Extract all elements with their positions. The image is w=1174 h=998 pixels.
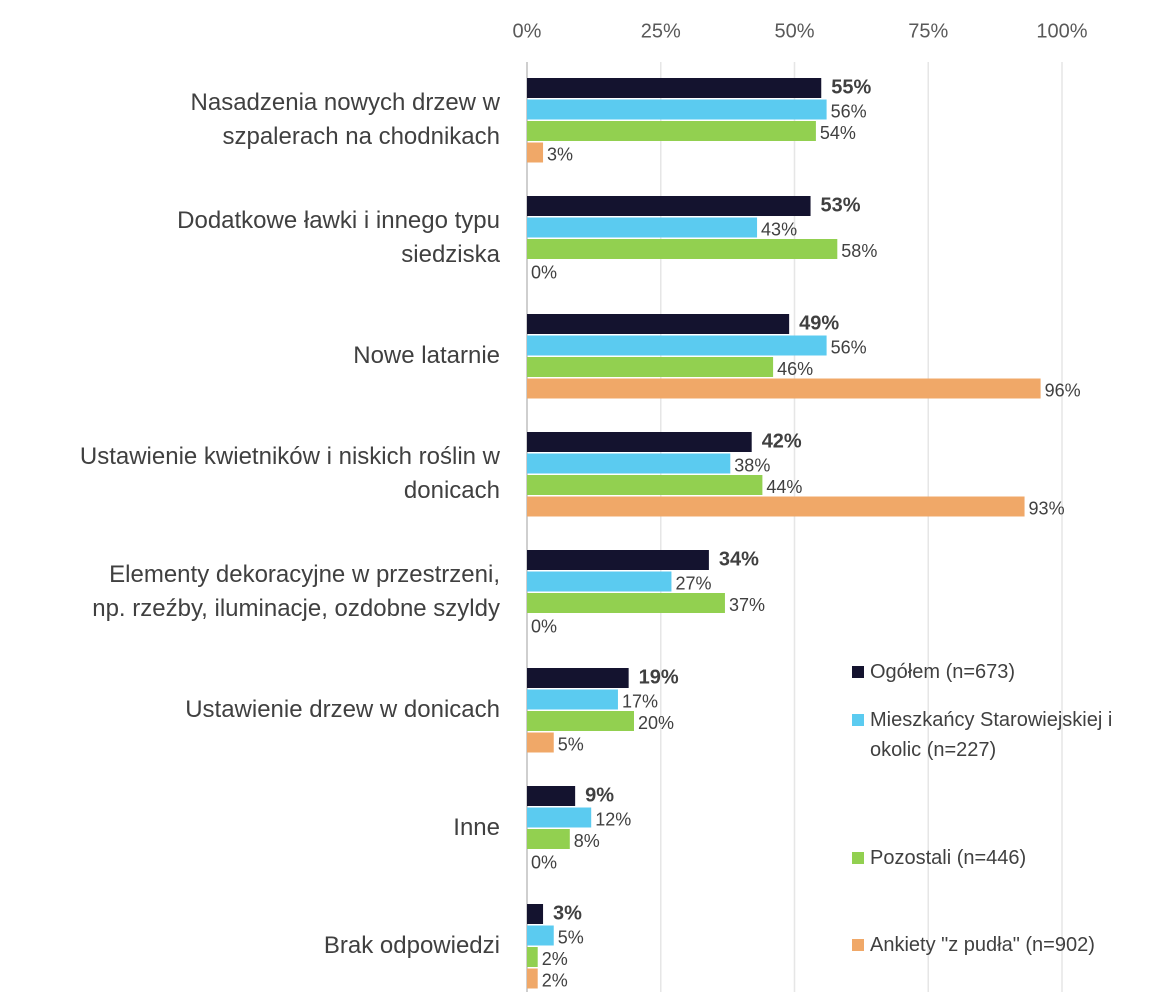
data-label: 44% [766, 477, 802, 497]
data-label: 43% [761, 219, 797, 239]
legend-label: Ankiety "z pudła" (n=902) [870, 934, 1095, 956]
bar [527, 550, 709, 570]
data-label: 58% [841, 241, 877, 261]
data-label: 27% [675, 573, 711, 593]
data-label: 9% [585, 784, 614, 806]
data-label: 19% [639, 666, 679, 688]
data-label: 5% [558, 734, 584, 754]
bar [527, 335, 827, 356]
bar [527, 807, 592, 828]
data-label: 49% [799, 312, 839, 334]
data-label: 0% [531, 262, 557, 282]
data-label: 20% [638, 713, 674, 733]
bar [527, 217, 758, 238]
bar [527, 142, 544, 163]
data-label: 34% [719, 548, 759, 570]
x-tick-label: 100% [1036, 20, 1087, 42]
bar [527, 829, 570, 849]
bar [527, 904, 544, 924]
bar [527, 947, 538, 967]
bar [527, 378, 1041, 399]
bar [527, 239, 838, 259]
data-label: 0% [531, 852, 557, 872]
legend-swatch [852, 852, 864, 864]
data-label: 96% [1045, 380, 1081, 400]
legend-label: Ogółem (n=673) [870, 661, 1016, 683]
legend-label: Mieszkańcy Starowiejskiej i okolic (n=22… [870, 709, 1113, 761]
bar [527, 496, 1025, 517]
bar [527, 475, 763, 495]
data-label: 54% [820, 123, 856, 143]
data-label: 55% [831, 76, 871, 98]
bar [527, 78, 822, 98]
x-tick-label: 0% [513, 20, 542, 42]
bar [527, 711, 634, 731]
data-label: 2% [542, 970, 568, 990]
data-label: 46% [777, 359, 813, 379]
data-label: 3% [553, 902, 582, 924]
data-label: 3% [547, 144, 573, 164]
legend-swatch [852, 939, 864, 951]
category-label: Nowe latarnie [353, 342, 500, 369]
x-tick-label: 25% [641, 20, 681, 42]
bar [527, 968, 538, 989]
data-label: 93% [1029, 498, 1065, 518]
bar [527, 196, 811, 216]
bar [527, 432, 752, 452]
bar [527, 314, 790, 334]
category-label: Brak odpowiedzi [323, 932, 500, 959]
bar [527, 453, 731, 474]
bar [527, 593, 725, 613]
bar [527, 357, 774, 377]
bar [527, 732, 554, 753]
bar [527, 689, 618, 710]
data-label: 0% [531, 616, 557, 636]
bar [527, 925, 554, 946]
category-label: Inne [453, 814, 500, 841]
data-label: 38% [734, 455, 770, 475]
data-label: 12% [595, 809, 631, 829]
data-label: 37% [729, 595, 765, 615]
data-label: 53% [821, 194, 861, 216]
data-label: 8% [574, 831, 600, 851]
category-label: Elementy dekoracyjne w przestrzeni, np. … [92, 561, 500, 622]
category-label: Ustawienie kwietników i niskich roślin w… [79, 443, 500, 504]
category-label: Dodatkowe ławki i innego typu siedziska [177, 207, 500, 268]
data-label: 17% [622, 691, 658, 711]
bar [527, 786, 576, 806]
x-tick-label: 50% [774, 20, 814, 42]
bar [527, 99, 827, 120]
data-label: 56% [831, 101, 867, 121]
category-label: Ustawienie drzew w donicach [185, 696, 500, 723]
data-label: 2% [542, 949, 568, 969]
data-label: 5% [558, 927, 584, 947]
legend-swatch [852, 714, 864, 726]
bar [527, 571, 672, 592]
x-tick-label: 75% [908, 20, 948, 42]
legend-label: Pozostali (n=446) [870, 847, 1027, 869]
bar [527, 121, 816, 141]
data-label: 42% [762, 430, 802, 452]
bar [527, 668, 629, 688]
legend-swatch [852, 666, 864, 678]
category-label: Nasadzenia nowych drzew w szpalerach na … [190, 89, 500, 150]
data-label: 56% [831, 337, 867, 357]
